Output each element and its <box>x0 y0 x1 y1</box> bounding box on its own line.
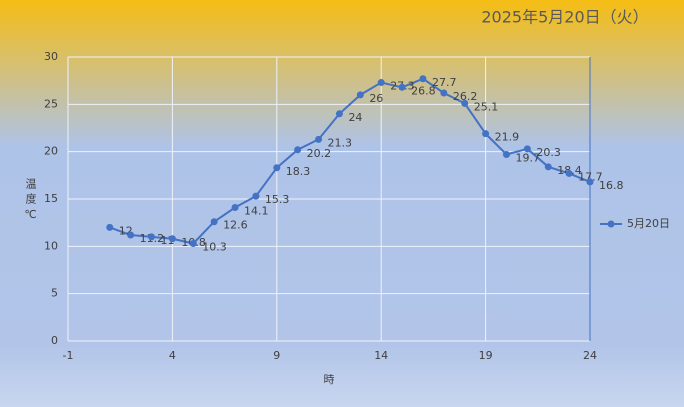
data-point <box>335 110 343 118</box>
data-point <box>565 169 573 177</box>
data-point <box>398 83 406 91</box>
data-label: 26.2 <box>453 90 478 103</box>
data-label: 14.1 <box>244 205 268 218</box>
data-point <box>231 204 239 212</box>
data-label: 15.3 <box>265 193 290 206</box>
data-point <box>106 223 114 231</box>
data-label: 21.9 <box>495 131 519 144</box>
data-label: 20.3 <box>536 146 561 159</box>
y-tick-label: 20 <box>44 145 58 158</box>
data-point <box>148 233 156 241</box>
chart-title: 2025年5月20日（火） <box>481 8 648 27</box>
x-tick-label: -1 <box>63 349 74 362</box>
x-tick-label: 9 <box>273 349 280 362</box>
data-point <box>377 79 385 87</box>
data-point <box>315 135 323 143</box>
x-tick-label: 14 <box>374 349 388 362</box>
data-point <box>356 91 364 99</box>
data-label: 27.7 <box>432 76 457 89</box>
legend-marker <box>607 220 615 228</box>
data-label: 20.2 <box>307 147 332 160</box>
y-axis-label: 温度℃ <box>24 178 37 225</box>
data-point <box>586 178 594 186</box>
y-tick-label: 5 <box>51 287 58 300</box>
data-point <box>461 99 469 107</box>
data-point <box>544 163 552 171</box>
data-label: 24 <box>348 111 362 124</box>
data-label: 19.7 <box>515 152 540 165</box>
data-point <box>210 218 218 226</box>
data-point <box>419 75 427 83</box>
x-tick-label: 24 <box>583 349 597 362</box>
data-point <box>523 145 531 153</box>
data-label: 21.3 <box>328 136 353 149</box>
y-tick-label: 15 <box>44 192 58 205</box>
legend-label: 5月20日 <box>627 217 670 230</box>
data-point <box>273 164 281 172</box>
x-tick-label: 19 <box>479 349 493 362</box>
data-point <box>294 146 302 154</box>
data-point <box>502 151 510 159</box>
data-label: 12.6 <box>223 219 248 232</box>
data-label: 26.8 <box>411 84 436 97</box>
data-label: 17.7 <box>578 170 603 183</box>
x-tick-label: 4 <box>169 349 176 362</box>
y-tick-label: 25 <box>44 97 58 110</box>
data-point <box>127 231 135 239</box>
data-label: 26 <box>369 92 383 105</box>
data-label: 18.3 <box>286 165 311 178</box>
y-tick-label: 0 <box>51 334 58 347</box>
series-line <box>109 77 591 245</box>
data-point <box>252 192 260 200</box>
data-label: 25.1 <box>474 100 499 113</box>
data-point <box>482 130 490 138</box>
x-axis-label: 時 <box>324 373 335 386</box>
y-tick-label: 30 <box>44 50 58 63</box>
data-point <box>168 235 176 243</box>
data-point <box>189 239 197 247</box>
data-point <box>440 89 448 97</box>
y-tick-label: 10 <box>44 239 58 252</box>
data-label: 10.3 <box>202 240 227 253</box>
data-label: 16.8 <box>599 179 624 192</box>
